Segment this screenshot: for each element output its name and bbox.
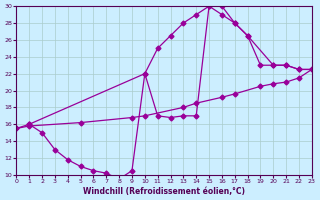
X-axis label: Windchill (Refroidissement éolien,°C): Windchill (Refroidissement éolien,°C) bbox=[83, 187, 245, 196]
